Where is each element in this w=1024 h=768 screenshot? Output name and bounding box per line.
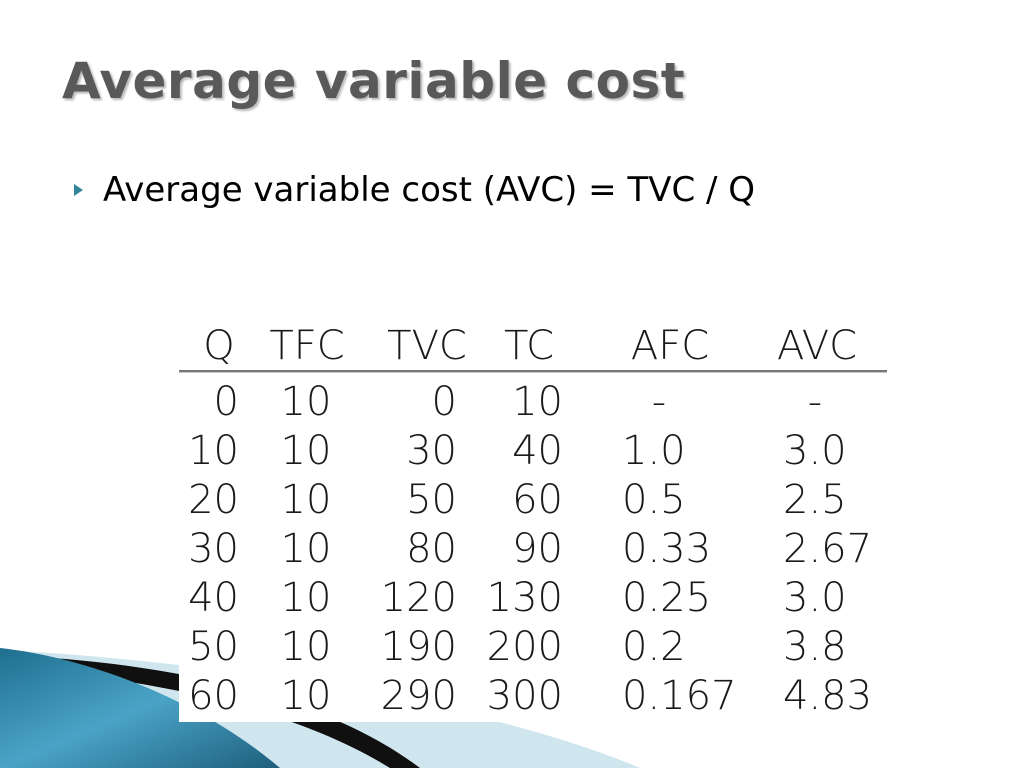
slide-title: Average variable cost [62, 52, 686, 110]
cell-avc: 3.0 [783, 575, 847, 621]
bullet-text: Average variable cost (AVC) = TVC / Q [103, 170, 756, 210]
cell-q: 50 [188, 624, 239, 670]
cell-afc: 0.2 [622, 624, 686, 670]
cell-tc: 40 [512, 428, 563, 474]
bullet-triangle-icon [74, 184, 83, 196]
cell-afc: 0.33 [622, 526, 712, 572]
cell-afc: - [651, 379, 667, 425]
header-afc: AFC [630, 323, 710, 369]
cell-tvc: 0 [431, 379, 457, 425]
cell-avc: - [807, 379, 823, 425]
cell-tvc: 120 [380, 575, 457, 621]
cell-tc: 90 [512, 526, 563, 572]
cell-tc: 300 [486, 673, 563, 719]
cell-afc: 0.5 [622, 477, 686, 523]
cell-avc: 2.5 [783, 477, 847, 523]
cell-tvc: 80 [406, 526, 457, 572]
cell-tvc: 290 [380, 673, 457, 719]
cell-q: 30 [188, 526, 239, 572]
cell-tc: 60 [512, 477, 563, 523]
cell-q: 0 [213, 379, 239, 425]
cell-tfc: 10 [280, 575, 332, 621]
header-q: Q [203, 323, 235, 369]
cell-tvc: 50 [406, 477, 457, 523]
header-tc: TC [503, 323, 555, 369]
header-rule [179, 370, 887, 373]
cell-tfc: 10 [280, 526, 332, 572]
cell-tfc: 10 [280, 379, 332, 425]
cost-table: Q TFC TVC TC AFC AVC 0 10 0 10- -10 10 30 40 1.0 3.0 20 1… [179, 318, 889, 722]
cell-tc: 130 [486, 575, 563, 621]
cell-afc: 0.167 [622, 673, 737, 719]
header-tfc: TFC [269, 323, 345, 369]
cell-afc: 0.25 [622, 575, 712, 621]
cell-tfc: 10 [280, 673, 332, 719]
cell-tvc: 30 [406, 428, 457, 474]
cell-q: 20 [188, 477, 239, 523]
cell-tc: 10 [512, 379, 563, 425]
cell-tfc: 10 [280, 624, 332, 670]
wave-teal [0, 648, 280, 768]
cell-tvc: 190 [380, 624, 457, 670]
cell-q: 10 [188, 428, 239, 474]
cell-avc: 4.83 [783, 673, 873, 719]
header-tvc: TVC [387, 323, 467, 369]
cell-avc: 3.8 [783, 624, 847, 670]
cell-tfc: 10 [280, 477, 332, 523]
bullet-item: Average variable cost (AVC) = TVC / Q [74, 170, 755, 210]
cell-q: 40 [188, 575, 239, 621]
cell-tfc: 10 [280, 428, 332, 474]
cell-tc: 200 [486, 624, 563, 670]
cell-avc: 2.67 [783, 526, 873, 572]
cell-afc: 1.0 [622, 428, 686, 474]
header-avc: AVC [776, 323, 858, 369]
cell-avc: 3.0 [783, 428, 847, 474]
cell-q: 60 [188, 673, 239, 719]
